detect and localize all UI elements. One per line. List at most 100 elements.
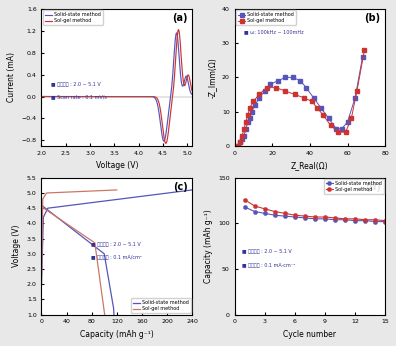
Line: Solid-state method: Solid-state method bbox=[42, 33, 192, 141]
Solid-state method bbox=[276, 79, 280, 83]
Solid-state method bbox=[112, 94, 117, 99]
Sol-gel method bbox=[112, 94, 117, 99]
Sol-gel method bbox=[236, 144, 241, 148]
Sol-gel method bbox=[247, 106, 252, 110]
Sol-gel method bbox=[315, 106, 320, 110]
X-axis label: Cycle number: Cycle number bbox=[284, 330, 336, 339]
Sol-gel method bbox=[312, 215, 317, 219]
Solid-state method bbox=[272, 213, 277, 217]
Sol-gel method bbox=[99, 189, 103, 193]
Sol-gel method bbox=[104, 188, 109, 192]
Solid-state method bbox=[242, 134, 246, 138]
Sol-gel method bbox=[373, 218, 377, 222]
Solid-state method bbox=[240, 137, 244, 141]
Solid-state method bbox=[187, 188, 192, 192]
Line: Solid-state method: Solid-state method bbox=[237, 55, 364, 147]
Line: Sol-gel method: Sol-gel method bbox=[237, 48, 366, 147]
Sol-gel method bbox=[272, 209, 277, 213]
Text: ■ Scan rate : 0.1 mV/s: ■ Scan rate : 0.1 mV/s bbox=[51, 94, 107, 99]
Line: Solid-state method: Solid-state method bbox=[243, 205, 387, 224]
Solid-state method bbox=[339, 127, 344, 131]
Sol-gel method bbox=[302, 96, 307, 100]
Solid-state method bbox=[185, 79, 190, 83]
Sol-gel method bbox=[363, 218, 367, 222]
Sol-gel method bbox=[293, 92, 297, 97]
Sol-gel method bbox=[343, 217, 347, 221]
Solid-state method bbox=[183, 189, 188, 193]
Y-axis label: -Z_Imm(Ω): -Z_Imm(Ω) bbox=[208, 57, 216, 98]
Solid-state method bbox=[360, 55, 365, 59]
Solid-state method bbox=[109, 94, 113, 99]
Text: (b): (b) bbox=[365, 13, 381, 23]
Solid-state method bbox=[383, 219, 388, 224]
Solid-state method bbox=[373, 219, 377, 224]
Solid-state method bbox=[242, 205, 247, 209]
Solid-state method bbox=[249, 110, 254, 114]
Sol-gel method bbox=[244, 120, 248, 124]
Solid-state method bbox=[238, 140, 243, 145]
Sol-gel method bbox=[252, 204, 257, 208]
Sol-gel method bbox=[343, 130, 348, 134]
Solid-state method bbox=[46, 206, 50, 210]
Solid-state method bbox=[311, 96, 316, 100]
Solid-state method bbox=[174, 31, 179, 35]
Solid-state method bbox=[39, 94, 44, 99]
Solid-state method bbox=[282, 214, 287, 218]
Text: ■ 전압범위 : 2.0 ~ 5.1 V: ■ 전압범위 : 2.0 ~ 5.1 V bbox=[91, 242, 141, 247]
Solid-state method bbox=[47, 94, 51, 99]
Sol-gel method bbox=[321, 113, 326, 117]
Solid-state method bbox=[319, 106, 324, 110]
Sol-gel method bbox=[274, 85, 278, 90]
Y-axis label: Current (mA): Current (mA) bbox=[7, 52, 16, 102]
Sol-gel method bbox=[49, 191, 54, 195]
Solid-state method bbox=[291, 75, 295, 80]
Sol-gel method bbox=[109, 94, 113, 99]
Solid-state method bbox=[247, 116, 252, 120]
Line: Sol-gel method: Sol-gel method bbox=[243, 198, 387, 223]
Solid-state method bbox=[244, 127, 248, 131]
Legend: Solid-state method, Sol-gel method: Solid-state method, Sol-gel method bbox=[236, 10, 296, 25]
Sol-gel method bbox=[264, 85, 269, 90]
X-axis label: Z_Real(Ω): Z_Real(Ω) bbox=[291, 161, 329, 170]
Solid-state method bbox=[312, 217, 317, 221]
Sol-gel method bbox=[293, 213, 297, 217]
Sol-gel method bbox=[362, 48, 367, 52]
Sol-gel method bbox=[353, 217, 358, 221]
Solid-state method bbox=[323, 217, 327, 221]
Solid-state method bbox=[334, 127, 339, 131]
Sol-gel method bbox=[242, 127, 246, 131]
Sol-gel method bbox=[176, 28, 181, 32]
Solid-state method bbox=[293, 215, 297, 219]
Sol-gel method bbox=[257, 92, 261, 97]
Legend: Solid-state method, Sol-gel method: Solid-state method, Sol-gel method bbox=[43, 10, 103, 25]
Solid-state method bbox=[236, 144, 241, 148]
Solid-state method bbox=[353, 219, 358, 223]
Line: Sol-gel method: Sol-gel method bbox=[42, 30, 192, 143]
Sol-gel method bbox=[282, 211, 287, 216]
Solid-state method bbox=[190, 92, 194, 97]
Sol-gel method bbox=[336, 130, 341, 134]
Text: (d): (d) bbox=[365, 182, 381, 192]
Solid-state method bbox=[304, 85, 308, 90]
Text: ■ 전압범위 : 2.0 ~ 5.1 V: ■ 전압범위 : 2.0 ~ 5.1 V bbox=[51, 82, 100, 86]
Solid-state method bbox=[283, 75, 288, 80]
X-axis label: Capacity (mAh g⁻¹): Capacity (mAh g⁻¹) bbox=[80, 330, 154, 339]
Solid-state method bbox=[252, 209, 257, 213]
Solid-state method bbox=[54, 205, 59, 209]
Legend: Solid-state method, Sol-gel method: Solid-state method, Sol-gel method bbox=[324, 179, 384, 194]
Solid-state method bbox=[363, 219, 367, 223]
Solid-state method bbox=[326, 116, 331, 120]
Solid-state method bbox=[343, 218, 347, 222]
Solid-state method bbox=[353, 96, 358, 100]
Sol-gel method bbox=[83, 189, 88, 193]
Line: Solid-state method: Solid-state method bbox=[42, 190, 192, 284]
Solid-state method bbox=[333, 218, 337, 222]
Solid-state method bbox=[119, 197, 124, 201]
Legend: Solid-state method, Sol-gel method: Solid-state method, Sol-gel method bbox=[131, 298, 190, 313]
Solid-state method bbox=[253, 103, 258, 107]
Sol-gel method bbox=[251, 99, 256, 103]
Sol-gel method bbox=[242, 198, 247, 202]
Sol-gel method bbox=[190, 89, 194, 93]
Sol-gel method bbox=[303, 214, 307, 218]
Sol-gel method bbox=[185, 73, 190, 77]
